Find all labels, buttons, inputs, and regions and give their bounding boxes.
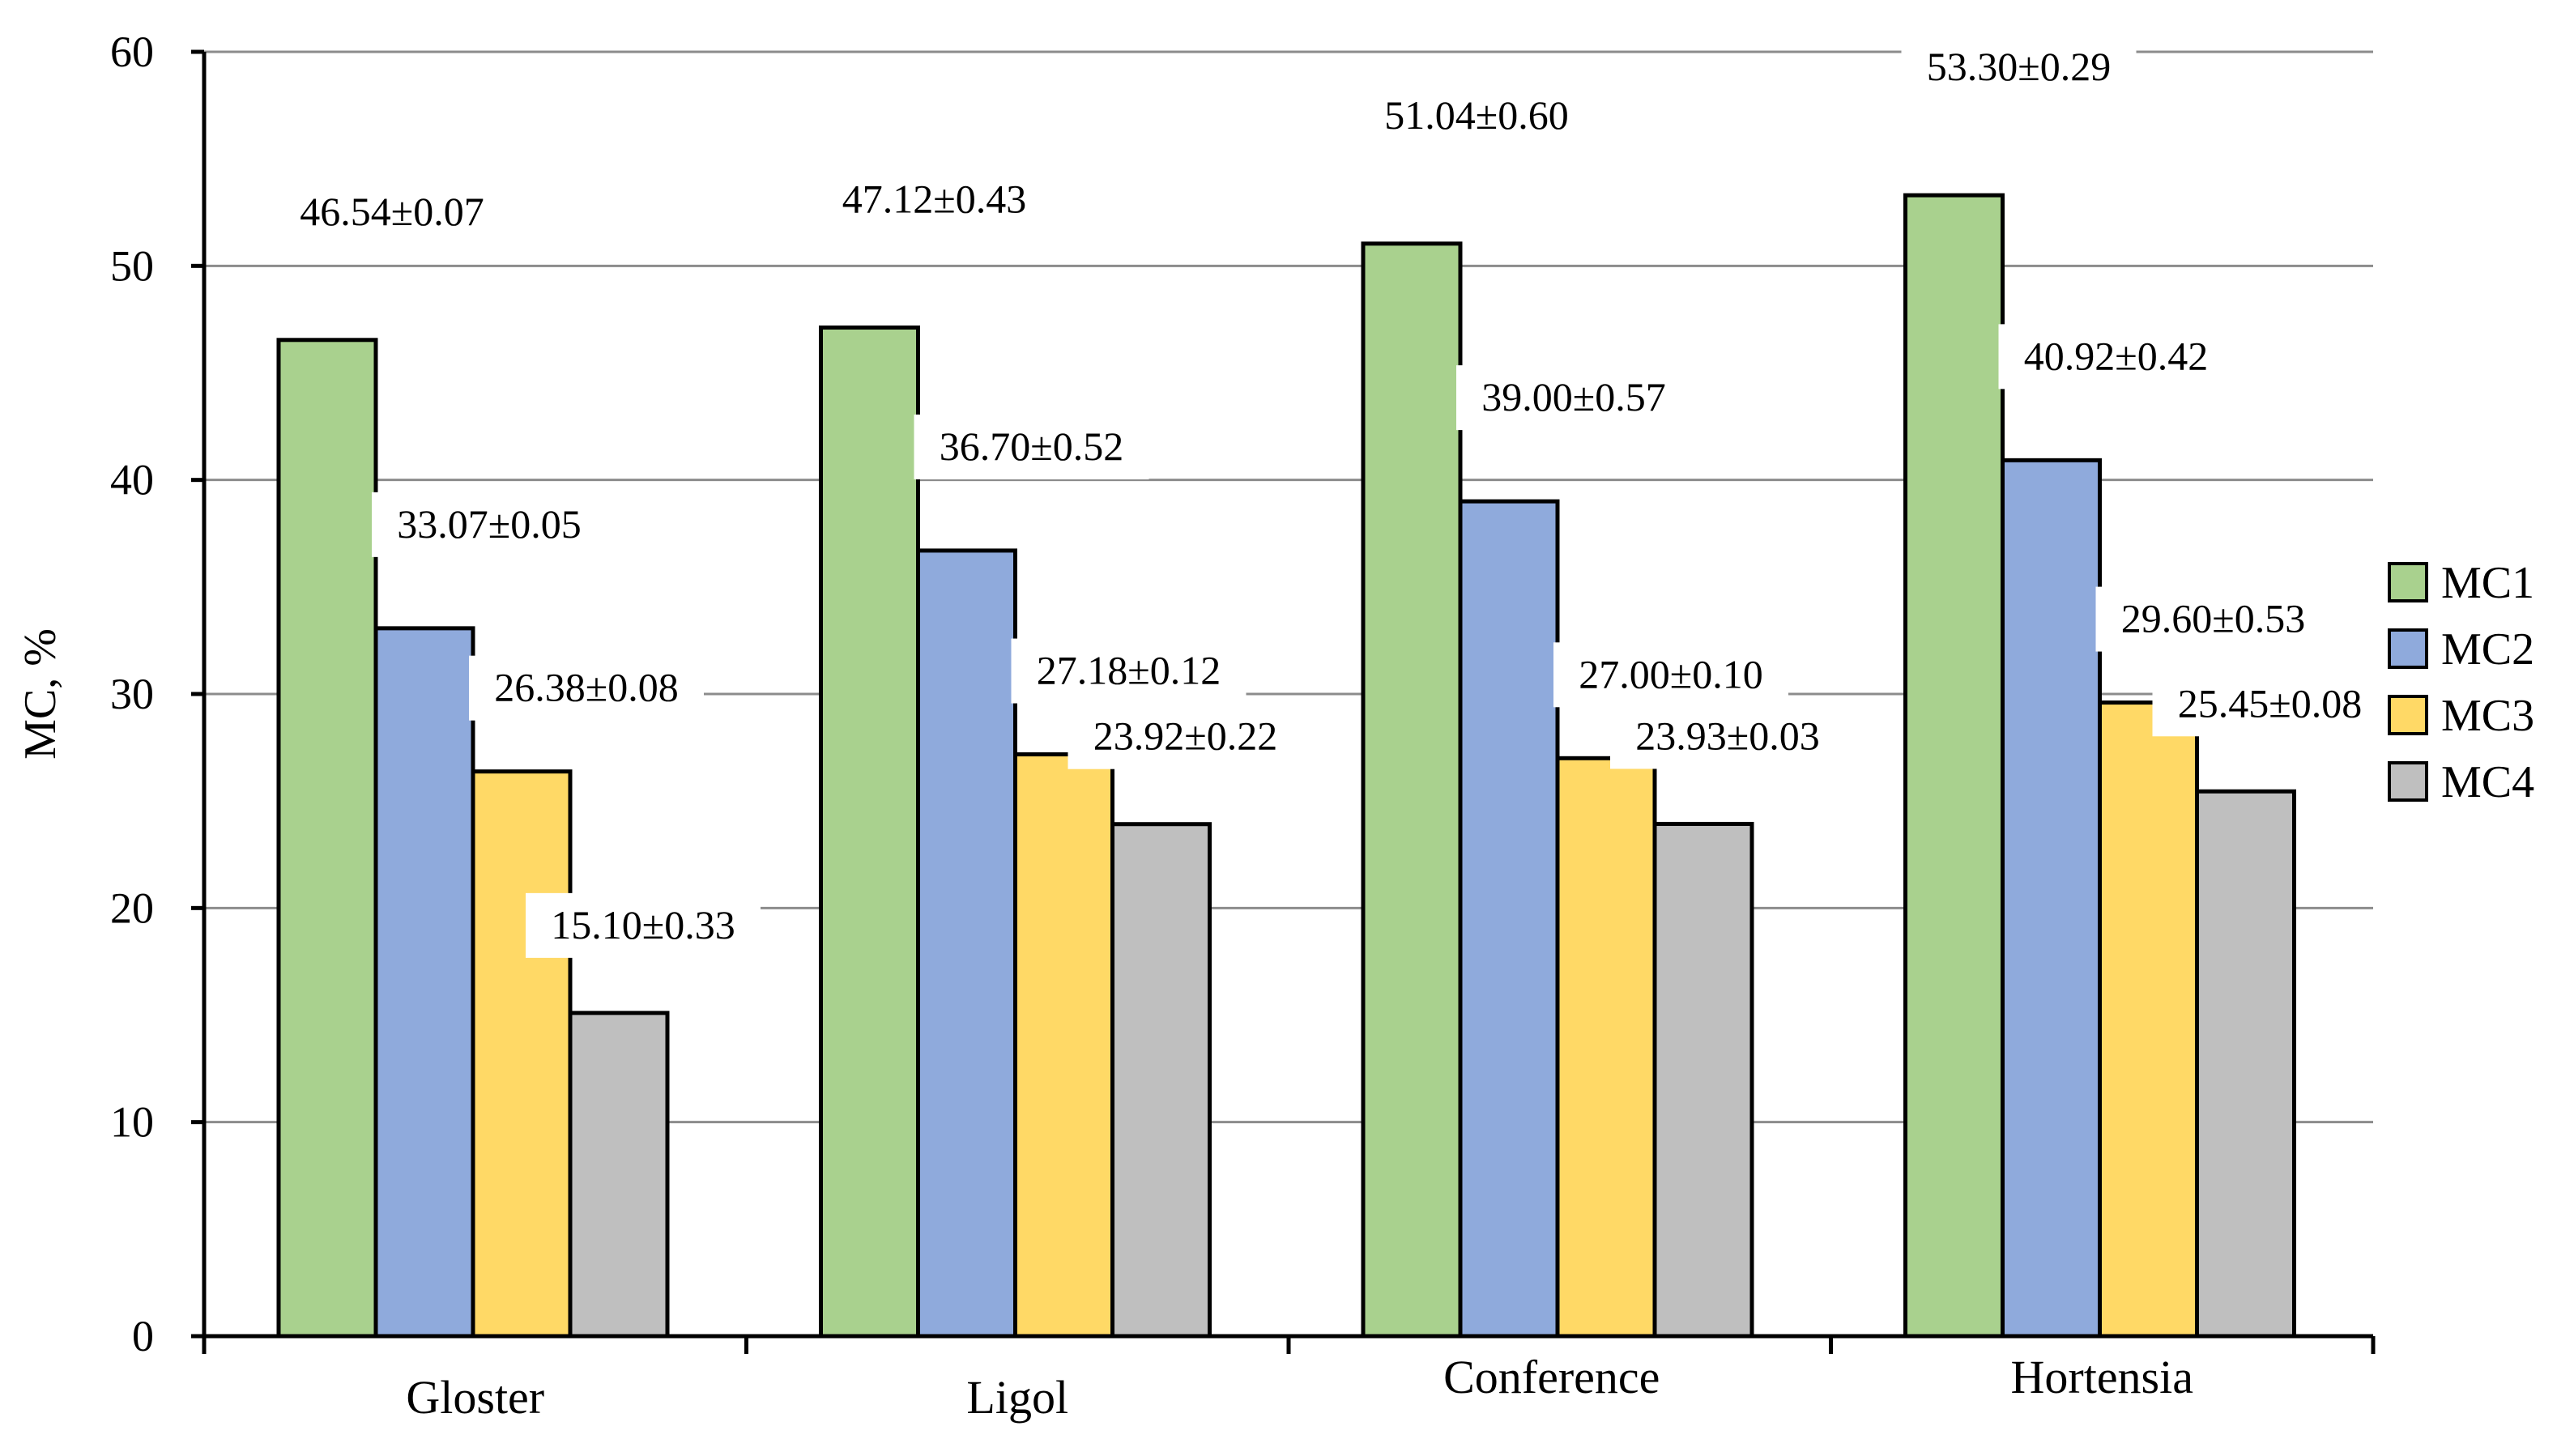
data-label: 51.04±0.60 (1384, 92, 1568, 138)
data-label: 46.54±0.07 (300, 189, 484, 234)
x-tick-label: Hortensia (2011, 1351, 2194, 1403)
data-label: 53.30±0.29 (1927, 44, 2111, 89)
legend-swatch-mc4 (2388, 761, 2428, 802)
x-tick-label: Conference (1443, 1351, 1660, 1403)
data-label-bg (1456, 365, 1691, 431)
data-labels: 46.54±0.07 47.12±0.43 51.04±0.60 53.30±0.29… (275, 35, 2388, 958)
data-label: 33.07±0.05 (397, 501, 581, 547)
data-label-bg (1011, 638, 1247, 704)
data-label: 23.92±0.22 (1093, 713, 1277, 759)
data-label: 40.92±0.42 (2024, 333, 2208, 378)
data-label: 36.70±0.52 (940, 424, 1123, 469)
bar-mc4 (2195, 789, 2296, 1339)
data-label-bg (372, 492, 607, 557)
legend-label: MC2 (2441, 624, 2534, 675)
data-label: 26.38±0.08 (494, 665, 678, 710)
bar-mc2 (1458, 499, 1560, 1339)
data-label-bg (1998, 324, 2234, 390)
data-label: 23.93±0.03 (1635, 713, 1819, 758)
data-label-bg (526, 892, 761, 958)
data-label: 27.00±0.10 (1579, 651, 1762, 696)
bar-mc3 (2098, 700, 2199, 1339)
y-tick-label: 60 (110, 28, 154, 76)
bar-mc4 (1110, 822, 1212, 1339)
bars (276, 193, 2296, 1339)
data-label: 27.18±0.12 (1037, 648, 1221, 693)
data-label: 25.45±0.08 (2178, 680, 2362, 726)
bar-mc4 (1652, 821, 1754, 1339)
bar-mc2 (916, 548, 1017, 1339)
data-label-bg (1901, 35, 2137, 100)
legend: MC1 MC2 MC3 MC4 (2388, 558, 2534, 807)
bar-mc1 (1361, 241, 1463, 1339)
y-tick-label: 30 (110, 670, 154, 718)
axes: 0 10 20 30 40 50 60 Gloster Ligol Conference Horte… (15, 28, 2376, 1424)
bar-mc3 (1013, 752, 1114, 1339)
y-tick-label: 10 (110, 1098, 154, 1147)
data-label: 47.12±0.43 (842, 176, 1026, 221)
legend-swatch-mc2 (2388, 628, 2428, 669)
y-axis-label: MC, % (15, 628, 66, 760)
y-tick-label: 40 (110, 456, 154, 504)
y-tick-label: 0 (132, 1312, 154, 1360)
data-label: 39.00±0.57 (1481, 374, 1665, 419)
bar-mc2 (373, 626, 475, 1339)
x-tick-label: Ligol (966, 1371, 1068, 1424)
data-label-bg (1610, 704, 1845, 769)
bar-mc4 (568, 1011, 670, 1339)
x-tick-label: Gloster (406, 1371, 544, 1424)
bar-mc3 (1555, 756, 1657, 1339)
legend-label: MC3 (2441, 691, 2534, 741)
legend-swatch-mc3 (2388, 695, 2428, 735)
data-label-bg (2095, 586, 2331, 652)
data-label-bg (1068, 704, 1303, 769)
data-label-bg (275, 179, 509, 245)
data-label-bg (469, 655, 704, 721)
data-label-bg (816, 167, 1052, 232)
legend-label: MC1 (2441, 558, 2534, 608)
data-label-bg (914, 414, 1149, 479)
data-label-bg (2152, 671, 2388, 737)
data-label: 15.10±0.33 (551, 902, 735, 947)
data-label: 29.60±0.53 (2121, 596, 2305, 641)
legend-label: MC4 (2441, 757, 2534, 807)
data-label-bg (1553, 642, 1788, 708)
bar-mc3 (471, 769, 573, 1339)
y-tick-label: 50 (110, 241, 154, 290)
bar-mc1 (819, 325, 920, 1339)
data-label-bg (1359, 83, 1594, 148)
bar-mc1 (276, 338, 378, 1339)
bar-mc1 (1903, 193, 2005, 1339)
legend-swatch-mc1 (2388, 562, 2428, 602)
bar-mc2 (2001, 458, 2102, 1339)
y-tick-label: 20 (110, 883, 154, 932)
